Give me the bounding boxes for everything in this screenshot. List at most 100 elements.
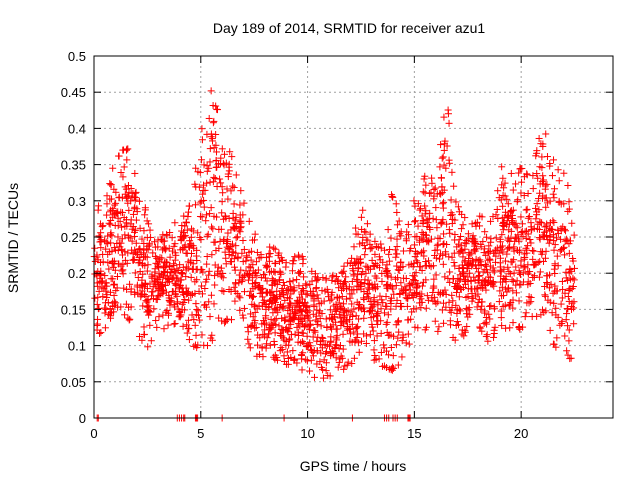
data-point (154, 236, 162, 244)
data-point (263, 289, 271, 297)
data-point (124, 232, 132, 240)
data-point (512, 219, 520, 227)
data-point (377, 348, 385, 356)
data-point (217, 160, 225, 168)
data-point (212, 141, 220, 149)
data-point (387, 234, 395, 242)
data-point (209, 101, 217, 109)
data-point (404, 220, 412, 228)
data-point (356, 304, 364, 312)
data-point (126, 280, 134, 288)
data-point (111, 266, 119, 274)
data-point (385, 257, 393, 265)
data-point (531, 261, 539, 269)
data-point (442, 303, 450, 311)
data-point (256, 289, 264, 297)
data-point (293, 276, 301, 284)
data-point (418, 234, 426, 242)
data-point (273, 354, 281, 362)
data-point (229, 209, 237, 217)
data-point (210, 300, 218, 308)
data-point (523, 170, 531, 178)
data-point (114, 303, 122, 311)
data-point (509, 319, 517, 327)
data-point (340, 281, 348, 289)
data-point (496, 287, 504, 295)
data-point (436, 163, 444, 171)
data-point (139, 253, 147, 261)
data-point (176, 282, 184, 290)
data-point (542, 203, 550, 211)
data-point (526, 268, 534, 276)
data-point (114, 233, 122, 241)
data-point (440, 146, 448, 154)
data-point (205, 267, 213, 275)
data-point (305, 307, 313, 315)
data-point (120, 214, 128, 222)
data-point (302, 356, 310, 364)
data-point (381, 246, 389, 254)
x-tick-label: 20 (514, 426, 528, 441)
data-point (244, 328, 252, 336)
data-point (174, 266, 182, 274)
data-point (393, 262, 401, 270)
data-point (383, 318, 391, 326)
data-point (231, 216, 239, 224)
data-point (183, 288, 191, 296)
data-point (459, 221, 467, 229)
data-point (440, 319, 448, 327)
data-point (322, 350, 330, 358)
data-point (497, 196, 505, 204)
data-point (445, 226, 453, 234)
data-point (202, 303, 210, 311)
data-point (432, 204, 440, 212)
data-point (418, 282, 426, 290)
data-point (419, 278, 427, 286)
data-point (229, 182, 237, 190)
data-point (219, 189, 227, 197)
data-point (532, 215, 540, 223)
data-point (303, 312, 311, 320)
data-point (501, 192, 509, 200)
data-point (308, 267, 316, 275)
data-point (151, 272, 159, 280)
data-point (414, 222, 422, 230)
data-point (377, 305, 385, 313)
data-point (520, 262, 528, 270)
data-point (271, 355, 279, 363)
data-point (159, 311, 167, 319)
data-point (105, 265, 113, 273)
data-point (154, 292, 162, 300)
data-point (348, 300, 356, 308)
data-point (178, 233, 186, 241)
data-point (193, 344, 201, 352)
data-point (386, 245, 394, 253)
data-point (399, 288, 407, 296)
data-point (299, 260, 307, 268)
data-point (203, 275, 211, 283)
data-point (562, 268, 570, 276)
data-point (557, 235, 565, 243)
data-point (564, 276, 572, 284)
data-point (492, 211, 500, 219)
data-point (451, 262, 459, 270)
data-point (392, 302, 400, 310)
data-point (501, 275, 509, 283)
data-point (539, 142, 547, 150)
data-point (119, 146, 127, 154)
data-point (441, 273, 449, 281)
data-point (225, 163, 233, 171)
data-point (176, 285, 184, 293)
data-point (462, 305, 470, 313)
data-point (221, 150, 229, 158)
data-point (357, 337, 365, 345)
data-point (303, 332, 311, 340)
data-point (192, 331, 200, 339)
data-point (136, 246, 144, 254)
data-point (207, 204, 215, 212)
data-point (382, 293, 390, 301)
data-point (548, 309, 556, 317)
data-point (128, 237, 136, 245)
data-point (149, 283, 157, 291)
data-point (418, 212, 426, 220)
